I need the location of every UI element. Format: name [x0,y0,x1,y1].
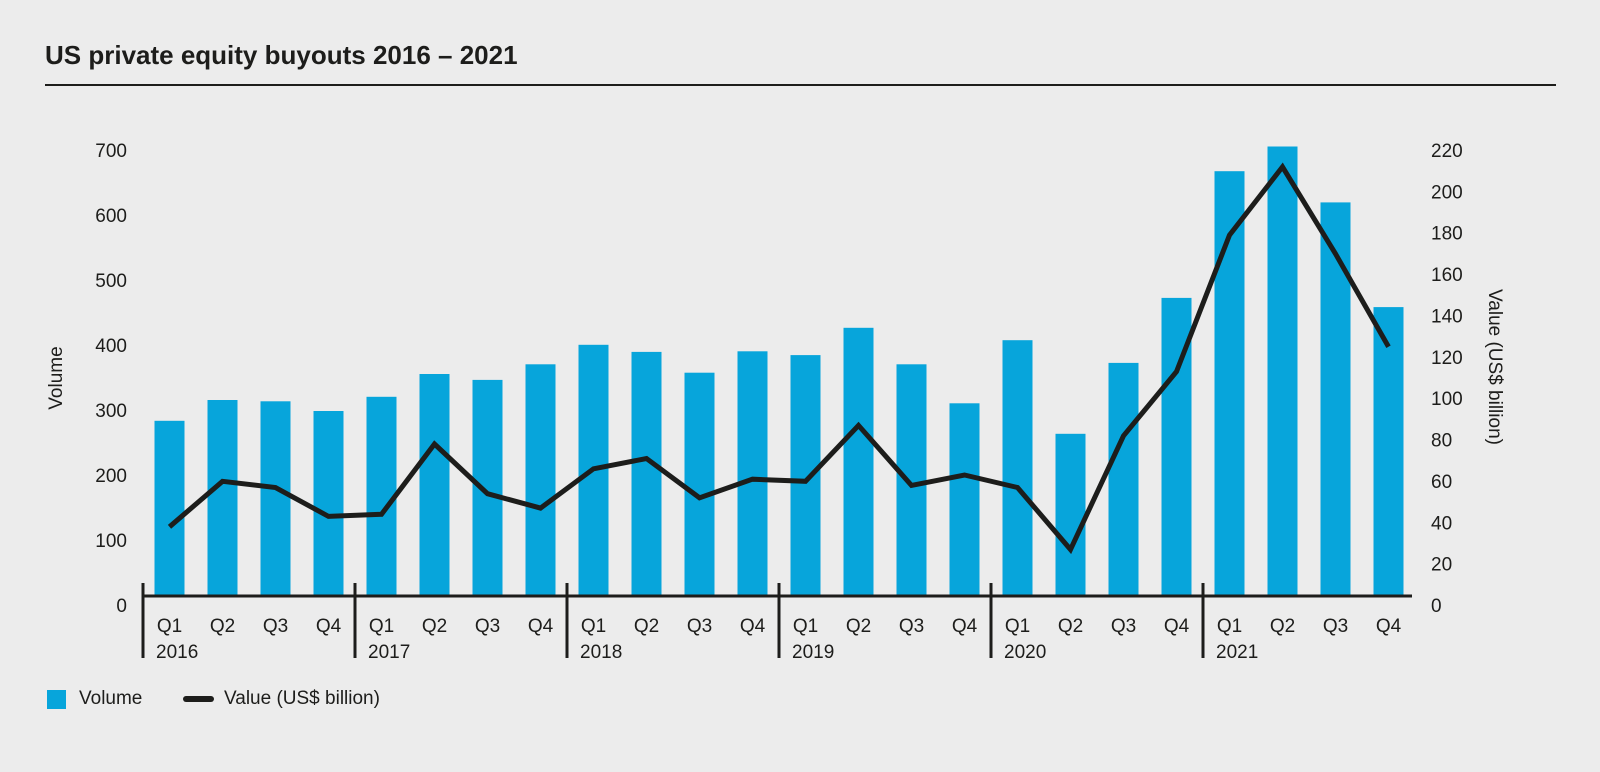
x-label-2016-Q2: Q2 [210,616,235,637]
bar-2016-Q3 [260,401,291,595]
year-separator-2020 [989,583,993,658]
x-label-2019-Q4: Q4 [952,616,978,637]
bar-2019-Q3 [896,364,927,596]
legend: Volume Value (US$ billion) [47,688,380,710]
bar-2021-Q4 [1373,307,1404,595]
bar-2020-Q2 [1055,433,1086,595]
legend-value-dash-icon [183,696,214,702]
bar-2016-Q1 [154,420,185,595]
right-tick-120: 120 [1431,348,1463,369]
bar-2021-Q2 [1267,146,1298,595]
title-rule [45,84,1556,86]
x-label-2016-Q4: Q4 [316,616,342,637]
x-label-year-2017: 2017 [368,642,410,663]
bar-2020-Q3 [1108,362,1139,595]
x-label-2019-Q2: Q2 [846,616,871,637]
year-separator-2018 [565,583,569,658]
right-tick-100: 100 [1431,389,1463,410]
left-tick-500: 500 [95,271,127,292]
x-label-2018-Q1: Q1 [581,616,606,637]
right-tick-220: 220 [1431,141,1463,162]
bar-2016-Q4 [313,411,344,595]
x-label-2021-Q3: Q3 [1323,616,1348,637]
legend-value-label: Value (US$ billion) [224,688,380,709]
legend-volume-label: Volume [79,688,143,709]
bar-2018-Q2 [631,351,662,595]
left-tick-600: 600 [95,206,127,227]
bar-2018-Q4 [737,351,768,596]
right-tick-180: 180 [1431,224,1463,245]
bar-2016-Q2 [207,400,238,595]
bar-2017-Q3 [472,379,503,596]
x-label-2017-Q4: Q4 [528,616,554,637]
x-label-2018-Q3: Q3 [687,616,712,637]
x-label-2018-Q4: Q4 [740,616,766,637]
x-label-2017-Q1: Q1 [369,616,394,637]
left-tick-0: 0 [116,596,127,617]
left-tick-400: 400 [95,336,127,357]
x-axis-line [143,594,1412,598]
x-label-2021-Q4: Q4 [1376,616,1402,637]
x-label-year-2021: 2021 [1216,642,1258,663]
x-label-2016-Q1: Q1 [157,616,182,637]
bar-2017-Q1 [366,396,397,596]
right-tick-60: 60 [1431,472,1452,493]
bar-2019-Q2 [843,327,874,595]
right-tick-80: 80 [1431,431,1452,452]
x-label-2017-Q3: Q3 [475,616,500,637]
x-label-2019-Q1: Q1 [793,616,818,637]
x-label-2020-Q3: Q3 [1111,616,1136,637]
x-label-2020-Q2: Q2 [1058,616,1083,637]
bar-2019-Q4 [949,403,980,596]
year-separator-2019 [777,583,781,658]
year-separator-2021 [1201,583,1205,658]
x-label-2018-Q2: Q2 [634,616,659,637]
bar-2020-Q1 [1002,340,1033,595]
x-label-2019-Q3: Q3 [899,616,924,637]
x-label-2020-Q1: Q1 [1005,616,1030,637]
left-tick-700: 700 [95,141,127,162]
right-tick-0: 0 [1431,596,1442,617]
right-tick-40: 40 [1431,513,1452,534]
x-label-year-2020: 2020 [1004,642,1046,663]
year-separator-2017 [353,583,357,658]
left-tick-300: 300 [95,401,127,422]
left-tick-200: 200 [95,466,127,487]
bar-2017-Q4 [525,364,556,596]
right-tick-200: 200 [1431,182,1463,203]
right-tick-20: 20 [1431,555,1452,576]
left-tick-100: 100 [95,531,127,552]
x-label-year-2018: 2018 [580,642,622,663]
legend-volume-swatch-icon [47,689,66,709]
x-label-year-2016: 2016 [156,642,198,663]
bar-2017-Q2 [419,374,450,595]
chart-title: US private equity buyouts 2016 – 2021 [45,40,518,70]
right-tick-140: 140 [1431,307,1463,328]
x-label-2016-Q3: Q3 [263,616,288,637]
bar-2019-Q1 [790,355,821,595]
x-label-year-2019: 2019 [792,642,834,663]
year-separator-2016 [141,583,145,658]
right-tick-160: 160 [1431,265,1463,286]
x-label-2021-Q1: Q1 [1217,616,1242,637]
x-label-2021-Q2: Q2 [1270,616,1295,637]
bar-2018-Q3 [684,372,715,595]
x-label-2017-Q2: Q2 [422,616,447,637]
x-label-2020-Q4: Q4 [1164,616,1190,637]
bar-2021-Q3 [1320,202,1351,595]
value-line [167,162,1391,555]
